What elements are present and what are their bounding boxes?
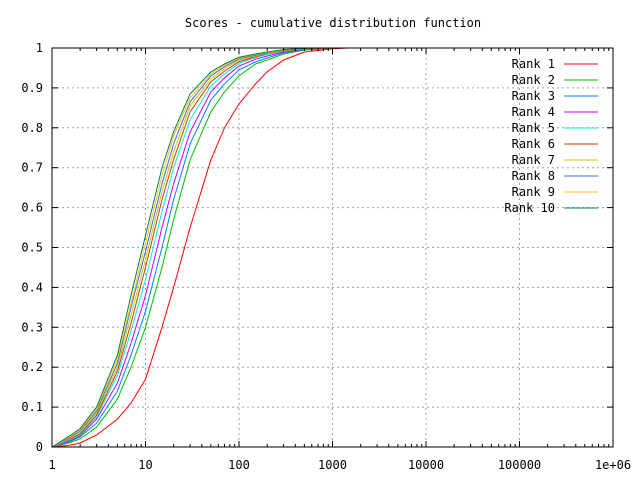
series-line-rank-7 [51, 47, 349, 448]
x-tick-label: 100 [228, 458, 250, 472]
x-tick-label: 1 [48, 458, 55, 472]
legend-label: Rank 6 [512, 137, 555, 151]
series-line-rank-9 [51, 47, 349, 448]
legend-label: Rank 8 [512, 169, 555, 183]
x-tick-label: 100000 [498, 458, 541, 472]
plot-frame [51, 47, 614, 448]
legend-label: Rank 2 [512, 73, 555, 87]
y-tick-label: 0.3 [21, 320, 43, 334]
legend-label: Rank 7 [512, 153, 555, 167]
y-tick-label: 0.8 [21, 121, 43, 135]
y-tick-label: 0.7 [21, 161, 43, 175]
series-line-rank-6 [51, 47, 349, 448]
x-tick-label: 1e+06 [595, 458, 631, 472]
axes: 0 0.1 0.2 0.3 0.4 0.5 0.6 0.7 0.8 0.9 1 1 10 100 1000 1… [21, 41, 631, 472]
legend-label: Rank 4 [512, 105, 555, 119]
legend-label: Rank 3 [512, 89, 555, 103]
y-tick-label: 0.5 [21, 241, 43, 255]
y-tick-label: 0 [36, 440, 43, 454]
series-line-rank-5 [51, 47, 349, 448]
series-line-rank-8 [51, 47, 349, 448]
legend-label: Rank 9 [512, 185, 555, 199]
chart-title: Scores - cumulative distribution functio… [185, 16, 481, 30]
series-line-rank-1 [51, 47, 350, 448]
x-tick-label: 1000 [318, 458, 347, 472]
series-lines [51, 47, 350, 448]
series-line-rank-10 [51, 47, 349, 448]
y-tick-label: 1 [36, 41, 43, 55]
y-tick-label: 0.6 [21, 201, 43, 215]
y-tick-label: 0.1 [21, 400, 43, 414]
series-line-rank-2 [51, 47, 349, 448]
legend-label: Rank 10 [504, 201, 555, 215]
series-line-rank-4 [51, 47, 349, 448]
legend: Rank 1 Rank 2 Rank 3 Rank 4 Rank 5 Rank 6 Rank… [504, 57, 598, 215]
y-tick-label: 0.4 [21, 280, 43, 294]
y-tick-label: 0.9 [21, 81, 43, 95]
legend-label: Rank 5 [512, 121, 555, 135]
legend-label: Rank 1 [512, 57, 555, 71]
grid [52, 48, 613, 447]
series-line-rank-3 [51, 47, 349, 448]
y-tick-label: 0.2 [21, 360, 43, 374]
x-tick-label: 10000 [408, 458, 444, 472]
x-tick-label: 10 [138, 458, 152, 472]
